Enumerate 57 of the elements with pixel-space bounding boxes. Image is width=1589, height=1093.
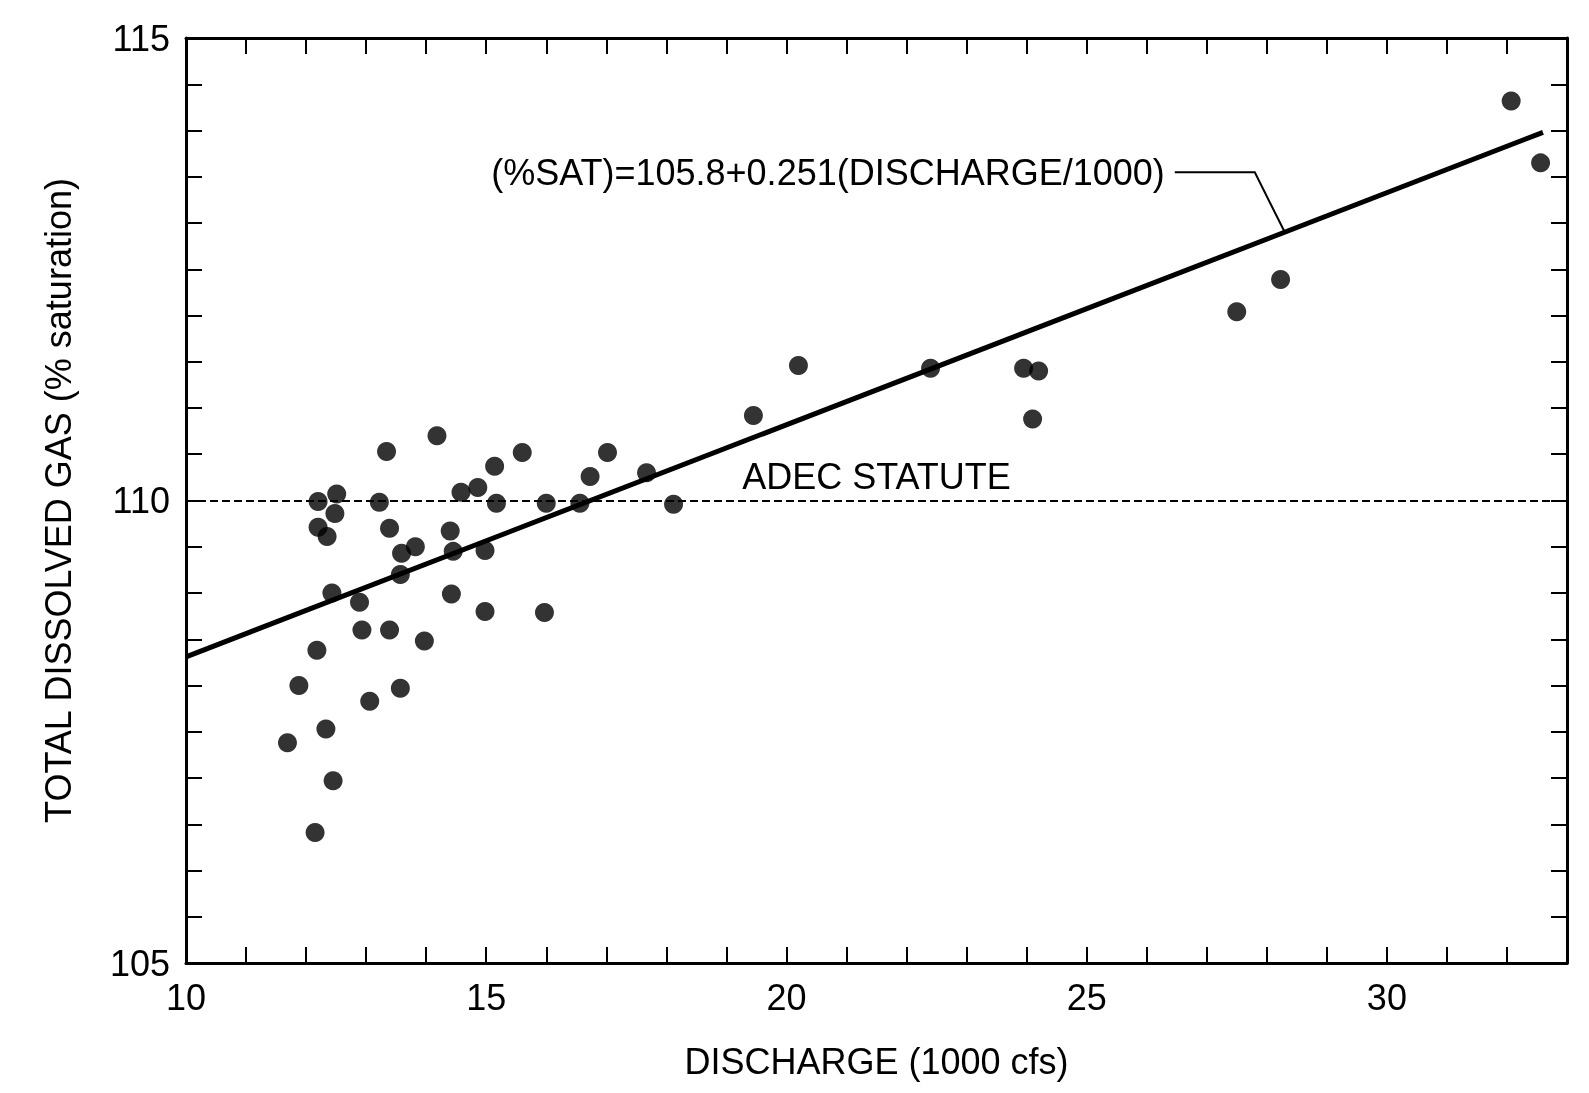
- point: [369, 492, 389, 512]
- point: [1227, 302, 1247, 322]
- point: [307, 640, 327, 660]
- point: [392, 543, 412, 563]
- point: [322, 583, 342, 603]
- x-tick-label: 25: [1066, 976, 1107, 1018]
- point: [921, 358, 941, 378]
- point: [1531, 153, 1551, 173]
- point: [485, 456, 505, 476]
- point: [360, 691, 380, 711]
- point: [512, 442, 532, 462]
- point: [317, 527, 337, 547]
- point: [440, 521, 460, 541]
- point: [441, 584, 461, 604]
- point: [327, 484, 347, 504]
- point: [352, 620, 372, 640]
- point: [305, 823, 325, 843]
- x-tick-label: 15: [466, 976, 507, 1018]
- point: [637, 463, 657, 483]
- point: [427, 426, 447, 446]
- point: [451, 482, 471, 502]
- point: [277, 733, 297, 753]
- point: [380, 620, 400, 640]
- point: [534, 602, 554, 622]
- point: [1023, 409, 1043, 429]
- y-tick-label: 110: [112, 480, 170, 521]
- point: [1029, 361, 1049, 381]
- point: [414, 631, 434, 651]
- point: [475, 602, 495, 621]
- x-tick-label: 30: [1366, 976, 1407, 1018]
- point: [788, 355, 808, 375]
- point: [598, 442, 618, 462]
- point: [405, 537, 425, 557]
- point: [536, 493, 556, 513]
- point: [580, 466, 600, 486]
- y-tick-label: 115: [112, 17, 170, 59]
- point: [390, 678, 410, 698]
- x-axis-title: DISCHARGE (1000 cfs): [684, 1040, 1069, 1082]
- point: [443, 541, 463, 561]
- point: [325, 503, 345, 523]
- point: [377, 441, 397, 461]
- point: [468, 478, 488, 498]
- point: [323, 771, 343, 791]
- point: [664, 494, 684, 514]
- y-axis-title: TOTAL DISSOLVED GAS (% saturation): [37, 178, 79, 823]
- annotation: (%SAT)=105.8+0.251(DISCHARGE/1000): [491, 151, 1165, 193]
- point: [1271, 269, 1291, 289]
- point: [475, 540, 495, 560]
- point: [380, 518, 400, 538]
- point: [316, 719, 336, 739]
- point: [1501, 91, 1521, 111]
- point: [350, 592, 370, 612]
- x-tick-label: 20: [766, 976, 807, 1018]
- point: [289, 676, 309, 695]
- point: [390, 565, 410, 584]
- ref-line-label: ADEC STATUTE: [742, 456, 1011, 497]
- point: [743, 405, 763, 425]
